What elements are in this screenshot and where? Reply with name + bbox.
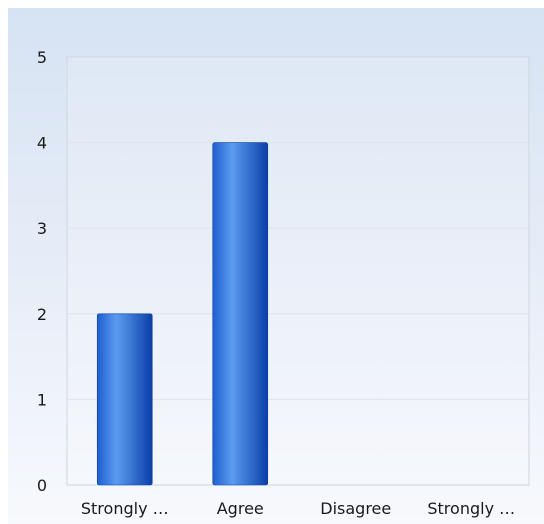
y-tick-label-4: 4 bbox=[37, 134, 47, 153]
y-axis-tick-labels: 0 1 2 3 4 5 bbox=[37, 48, 47, 495]
bars bbox=[96, 142, 499, 486]
y-tick-label-1: 1 bbox=[37, 390, 47, 409]
y-tick-label-5: 5 bbox=[37, 48, 47, 67]
x-axis-category-labels: Strongly … Agree Disagree Strongly … bbox=[81, 499, 515, 518]
y-tick-label-0: 0 bbox=[37, 476, 47, 495]
x-category-label-1: Agree bbox=[217, 499, 264, 518]
x-category-label-0: Strongly … bbox=[81, 499, 169, 518]
bar-1 bbox=[212, 142, 269, 486]
y-tick-label-3: 3 bbox=[37, 219, 47, 238]
x-category-label-2: Disagree bbox=[320, 499, 391, 518]
x-category-label-3: Strongly … bbox=[427, 499, 515, 518]
bar-0 bbox=[96, 313, 153, 486]
y-tick-label-2: 2 bbox=[37, 305, 47, 324]
